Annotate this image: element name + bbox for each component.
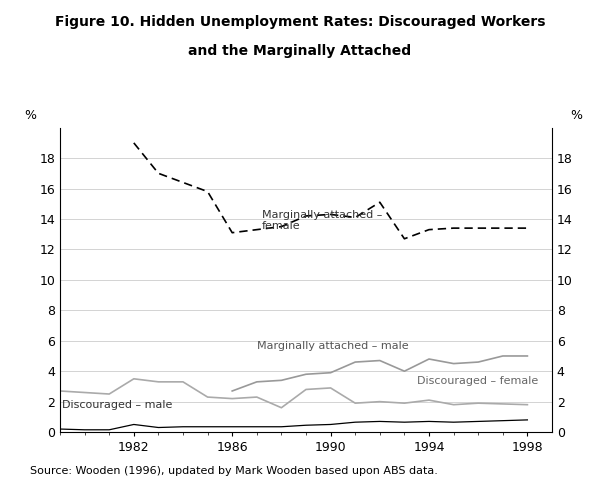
Text: Figure 10. Hidden Unemployment Rates: Discouraged Workers: Figure 10. Hidden Unemployment Rates: Di… [55, 15, 545, 29]
Text: Discouraged – male: Discouraged – male [62, 400, 173, 410]
Text: Marginally attached – male: Marginally attached – male [257, 341, 409, 352]
Text: and the Marginally Attached: and the Marginally Attached [188, 44, 412, 58]
Text: Marginally attached –
female: Marginally attached – female [262, 210, 382, 231]
Text: %: % [25, 109, 37, 122]
Text: Source: Wooden (1996), updated by Mark Wooden based upon ABS data.: Source: Wooden (1996), updated by Mark W… [30, 466, 438, 476]
Text: %: % [571, 109, 583, 122]
Text: Discouraged – female: Discouraged – female [417, 377, 538, 386]
